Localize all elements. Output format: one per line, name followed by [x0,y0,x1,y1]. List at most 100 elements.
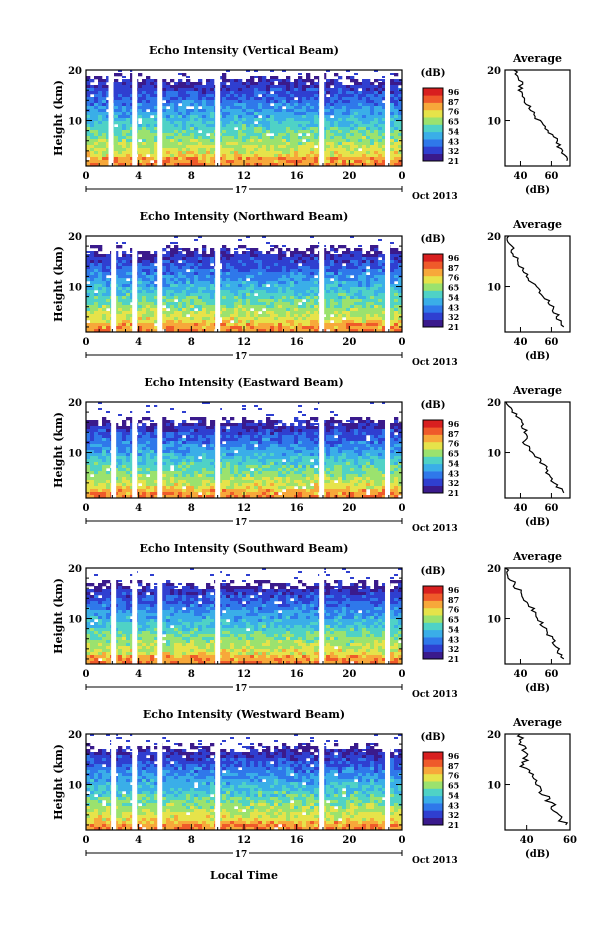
heatmap-cell [338,82,343,86]
heatmap-cell [98,447,103,451]
heatmap-cell [182,115,187,119]
heatmap-cell [118,453,123,457]
heatmap-cell [354,290,359,294]
heatmap-cell [342,139,347,143]
heatmap-cell [298,154,303,158]
heatmap-cell [306,311,311,315]
heatmap-cell [102,275,107,279]
heatmap-cell [254,323,259,327]
heatmap-cell [226,142,231,146]
heatmap-cell [162,109,167,113]
heatmap-cell [202,257,207,261]
heatmap-cell [290,272,295,276]
heatmap-cell [86,94,91,98]
heatmap-cell [210,106,215,110]
heatmap-cell [358,293,363,297]
heatmap-cell [210,275,215,279]
heatmap-cell [138,426,143,430]
heatmap-cell [130,323,135,327]
heatmap-cell [194,263,199,267]
heatmap-cell [270,287,275,291]
heatmap-cell [282,311,287,315]
heatmap-cell [398,311,403,315]
heatmap-cell [242,317,247,321]
heatmap-cell [250,115,255,119]
heatmap-cell [210,317,215,321]
heatmap-cell [222,248,227,252]
heatmap-cell [246,236,250,238]
heatmap-cell [162,257,167,261]
heatmap-cell [130,474,135,478]
heatmap-cell [390,97,395,101]
heatmap-cell [314,91,319,95]
heatmap-cell [382,323,387,327]
heatmap-cell [122,112,127,116]
heatmap-cell [126,136,131,140]
heatmap-cell [394,308,399,312]
heatmap-cell [330,317,335,321]
heatmap-cell [378,145,383,149]
heatmap-cell [346,106,351,110]
heatmap-cell [174,242,178,244]
heatmap-cell [130,112,135,116]
heatmap-cell [234,151,239,155]
heatmap-cell [298,112,303,116]
heatmap-cell [290,329,295,333]
heatmap-cell [230,302,235,306]
heatmap-cell [114,118,119,122]
heatmap-cell [106,287,111,291]
heatmap-cell [94,329,99,333]
heatmap-cell [274,293,279,297]
heatmap-cell [198,290,203,294]
heatmap-cell [154,112,159,116]
heatmap-cell [146,317,151,321]
heatmap-cell [286,121,291,125]
heatmap-cell [342,320,347,324]
heatmap-cell [174,266,179,270]
heatmap-cell [122,76,126,78]
heatmap-cell [130,459,135,463]
heatmap-cell [90,293,95,297]
heatmap-cell [298,82,303,86]
heatmap-cell [394,314,399,318]
heatmap-cell [206,154,211,158]
heatmap-cell [374,115,379,119]
heatmap-cell [294,305,299,309]
month-label: Oct 2013 [412,192,458,202]
heatmap-cell [186,94,191,98]
heatmap-cell [86,462,91,466]
heatmap-cell [186,76,190,78]
heatmap-cell [222,130,227,134]
heatmap-cell [362,302,367,306]
heatmap-cell [118,124,123,128]
heatmap-cell [130,269,135,273]
heatmap-cell [102,320,107,324]
heatmap-cell [382,278,387,282]
heatmap-cell [98,296,103,300]
heatmap-cell [362,115,367,119]
heatmap-cell [310,88,315,92]
heatmap-cell [338,142,343,146]
heatmap-cell [154,299,159,303]
heatmap-cell [126,121,131,125]
heatmap-cell [298,290,303,294]
heatmap-cell [198,308,203,312]
heatmap-cell [310,127,315,131]
heatmap-cell [362,266,367,270]
heatmap-cell [394,130,399,134]
heatmap-cell [122,275,127,279]
heatmap-cell [222,100,227,104]
heatmap-cell [150,323,155,327]
heatmap-cell [102,483,107,487]
heatmap-cell [126,317,131,321]
heatmap-cell [182,317,187,321]
heatmap-cell [346,97,351,101]
heatmap-cell [294,121,299,125]
heatmap-cell [182,311,187,315]
heatmap-cell [94,456,99,460]
heatmap-cell [334,115,339,119]
heatmap-cell [98,148,103,152]
heatmap-cell [254,76,258,78]
heatmap-cell [118,121,123,125]
heatmap-cell [142,148,147,152]
